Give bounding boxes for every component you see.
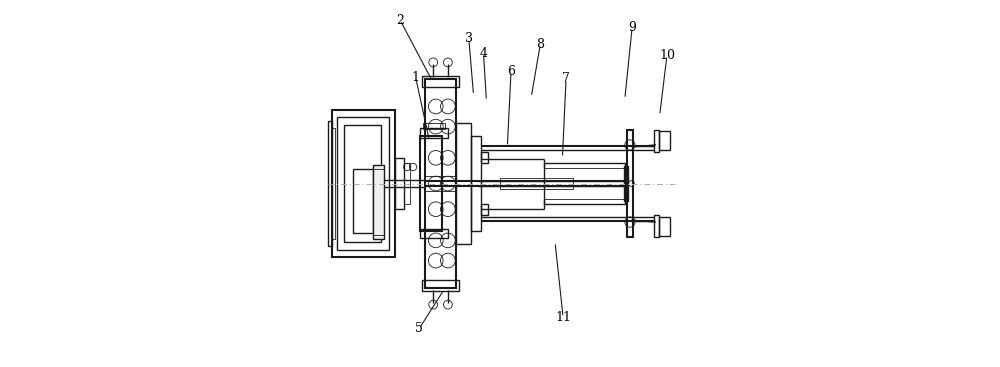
Text: 4: 4 bbox=[479, 47, 487, 60]
Bar bbox=[425, 79, 456, 288]
Text: 11: 11 bbox=[555, 311, 571, 324]
Bar bbox=[423, 123, 445, 129]
Bar bbox=[624, 166, 628, 201]
Bar bbox=[404, 163, 410, 204]
Bar bbox=[328, 121, 332, 246]
Bar bbox=[373, 165, 384, 239]
Bar bbox=[344, 125, 381, 242]
Bar bbox=[332, 128, 335, 239]
Bar bbox=[544, 163, 625, 204]
Bar bbox=[654, 215, 659, 237]
Text: 6: 6 bbox=[507, 65, 515, 78]
Bar bbox=[500, 178, 573, 189]
Text: 8: 8 bbox=[536, 37, 544, 51]
Bar bbox=[420, 128, 448, 138]
Text: 1: 1 bbox=[412, 70, 420, 84]
Text: 10: 10 bbox=[659, 48, 675, 62]
Bar bbox=[420, 136, 442, 231]
Bar bbox=[659, 131, 670, 150]
Bar bbox=[481, 152, 488, 163]
Bar bbox=[627, 130, 633, 237]
Text: 2: 2 bbox=[396, 14, 404, 27]
Text: 5: 5 bbox=[415, 322, 423, 335]
Text: 9: 9 bbox=[628, 21, 636, 34]
Bar bbox=[456, 123, 471, 244]
Bar bbox=[332, 110, 395, 257]
Bar bbox=[422, 76, 459, 87]
Bar bbox=[481, 204, 488, 215]
Bar bbox=[654, 130, 659, 152]
Bar bbox=[422, 280, 459, 291]
Bar bbox=[337, 117, 389, 250]
Bar bbox=[373, 169, 384, 235]
Bar bbox=[353, 169, 373, 233]
Bar bbox=[659, 217, 670, 236]
Text: 3: 3 bbox=[465, 32, 473, 45]
Text: 7: 7 bbox=[562, 72, 570, 86]
Bar bbox=[425, 176, 456, 191]
Bar bbox=[471, 136, 481, 231]
Bar bbox=[420, 229, 448, 238]
Bar bbox=[395, 158, 404, 209]
